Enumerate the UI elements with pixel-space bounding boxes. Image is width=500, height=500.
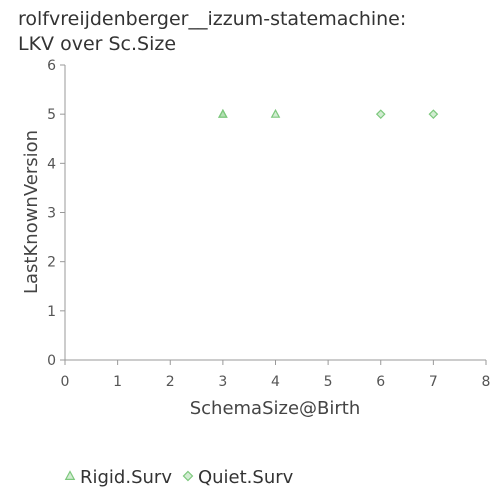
x-tick-label: 4 <box>271 374 280 390</box>
y-tick-label: 1 <box>47 304 56 320</box>
x-tick-label: 3 <box>218 374 227 390</box>
y-tick-label: 6 <box>47 58 56 74</box>
x-ticks: 0 1 2 3 4 5 6 7 8 <box>61 360 491 390</box>
x-tick-label: 7 <box>429 374 438 390</box>
y-tick-label: 3 <box>47 206 56 222</box>
data-point <box>375 109 386 120</box>
legend-label: Rigid.Surv <box>80 467 172 488</box>
y-ticks: 0 1 2 3 4 5 6 <box>47 58 65 369</box>
legend-marker <box>64 470 76 480</box>
y-tick-label: 4 <box>47 156 56 172</box>
data-points <box>218 108 439 120</box>
legend-marker <box>182 470 194 482</box>
x-tick-label: 2 <box>166 374 175 390</box>
y-axis-title: LastKnownVersion <box>21 130 42 294</box>
y-tick-label: 2 <box>47 255 56 271</box>
x-tick-label: 1 <box>113 374 122 390</box>
data-point <box>270 108 281 118</box>
x-tick-label: 5 <box>324 374 333 390</box>
x-tick-label: 6 <box>376 374 385 390</box>
data-point <box>218 108 228 118</box>
data-point <box>428 109 439 120</box>
legend-label: Quiet.Surv <box>198 467 294 488</box>
x-axis-title: SchemaSize@Birth <box>190 398 361 419</box>
legend: Rigid.Surv Quiet.Surv <box>64 467 294 488</box>
y-tick-label: 0 <box>47 353 56 369</box>
chart-title-line-2: LKV over Sc.Size <box>18 33 176 55</box>
x-tick-label: 0 <box>61 374 70 390</box>
x-tick-label: 8 <box>482 374 491 390</box>
chart-title-line-1: rolfvreijdenberger__izzum-statemachine: <box>18 8 406 30</box>
y-tick-label: 5 <box>47 107 56 123</box>
